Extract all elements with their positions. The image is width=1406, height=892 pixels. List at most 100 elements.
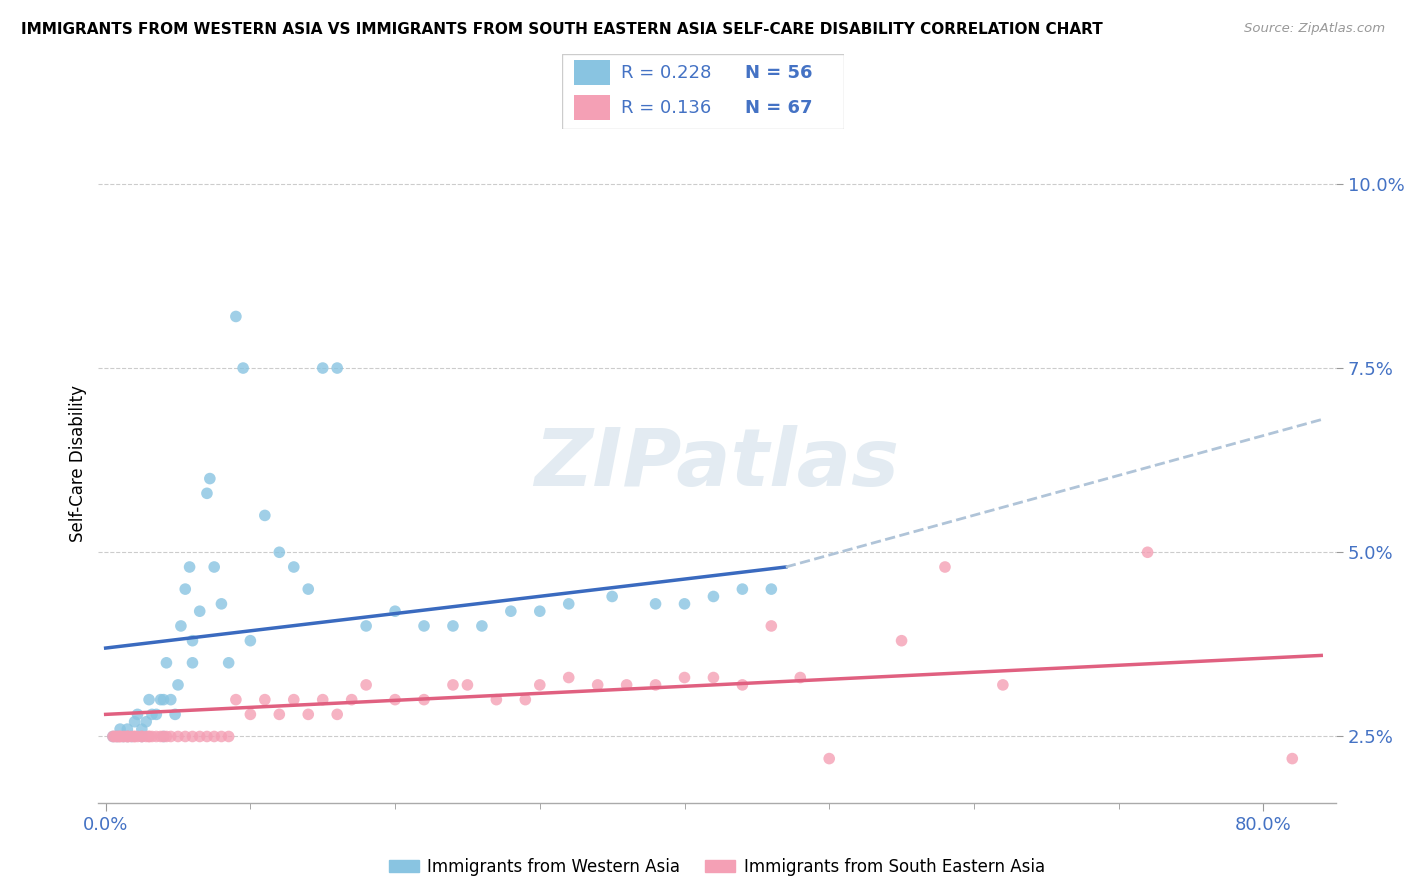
Point <box>141 730 163 744</box>
Point <box>107 730 129 744</box>
Point <box>890 633 912 648</box>
Point <box>135 730 157 744</box>
Point <box>529 678 551 692</box>
Point <box>558 597 581 611</box>
Point <box>131 730 153 744</box>
Point <box>181 730 204 744</box>
Point <box>202 560 225 574</box>
Point <box>117 730 139 744</box>
Point <box>111 730 134 744</box>
Point <box>731 678 754 692</box>
Text: R = 0.228: R = 0.228 <box>621 64 711 82</box>
Point <box>253 508 276 523</box>
Text: ZIPatlas: ZIPatlas <box>534 425 900 503</box>
Point <box>108 730 131 744</box>
Point <box>586 678 609 692</box>
Point <box>103 730 125 744</box>
Point <box>159 692 181 706</box>
Text: Source: ZipAtlas.com: Source: ZipAtlas.com <box>1244 22 1385 36</box>
Point <box>354 678 377 692</box>
Point <box>202 730 225 744</box>
Point <box>179 560 201 574</box>
Point <box>471 619 494 633</box>
Point <box>789 671 811 685</box>
Point <box>124 730 146 744</box>
Point <box>124 714 146 729</box>
Point <box>138 730 160 744</box>
Point <box>673 671 696 685</box>
Point <box>485 692 508 706</box>
Point <box>239 707 262 722</box>
Point <box>167 678 190 692</box>
Point <box>558 671 581 685</box>
Point <box>149 730 172 744</box>
Point <box>818 751 841 765</box>
Point <box>174 730 197 744</box>
Point <box>155 656 177 670</box>
Point <box>105 730 128 744</box>
Point <box>181 656 204 670</box>
Point <box>135 714 157 729</box>
Point <box>673 597 696 611</box>
Point <box>145 707 167 722</box>
Point <box>209 730 232 744</box>
Point <box>761 582 783 596</box>
Point <box>111 730 134 744</box>
Point <box>155 730 177 744</box>
Point <box>105 730 128 744</box>
Point <box>326 707 349 722</box>
Point <box>188 604 211 618</box>
Point <box>104 730 127 744</box>
Point <box>121 730 143 744</box>
Point <box>702 671 724 685</box>
Point <box>225 310 247 324</box>
Point <box>131 730 153 744</box>
Point <box>312 692 335 706</box>
Point <box>165 707 187 722</box>
Point <box>340 692 363 706</box>
Point <box>188 730 211 744</box>
Text: N = 56: N = 56 <box>745 64 813 82</box>
Point <box>441 678 464 692</box>
Point <box>702 590 724 604</box>
Point <box>124 730 146 744</box>
Point <box>149 692 172 706</box>
Point <box>239 633 262 648</box>
Point <box>209 597 232 611</box>
Point <box>174 582 197 596</box>
Point <box>269 545 291 559</box>
Point <box>101 730 124 744</box>
Point <box>167 730 190 744</box>
Text: N = 67: N = 67 <box>745 99 813 117</box>
Point <box>218 730 240 744</box>
Point <box>131 722 153 736</box>
Point <box>232 361 254 376</box>
Point <box>456 678 478 692</box>
Point <box>413 619 436 633</box>
Point <box>195 486 218 500</box>
Point <box>181 633 204 648</box>
Point <box>152 730 174 744</box>
Point <box>441 619 464 633</box>
Point <box>141 707 163 722</box>
Point <box>731 582 754 596</box>
Point <box>499 604 522 618</box>
Legend: Immigrants from Western Asia, Immigrants from South Eastern Asia: Immigrants from Western Asia, Immigrants… <box>382 851 1052 882</box>
Point <box>114 730 136 744</box>
Point <box>934 560 956 574</box>
Point <box>326 361 349 376</box>
Point <box>152 692 174 706</box>
Point <box>138 692 160 706</box>
Point <box>117 730 139 744</box>
Point <box>117 730 139 744</box>
Point <box>1281 751 1303 765</box>
Point <box>297 582 319 596</box>
Point <box>101 730 124 744</box>
Point <box>384 692 406 706</box>
FancyBboxPatch shape <box>562 54 844 129</box>
Point <box>384 604 406 618</box>
Point <box>616 678 638 692</box>
Point <box>108 722 131 736</box>
Point <box>195 730 218 744</box>
Point <box>991 678 1014 692</box>
